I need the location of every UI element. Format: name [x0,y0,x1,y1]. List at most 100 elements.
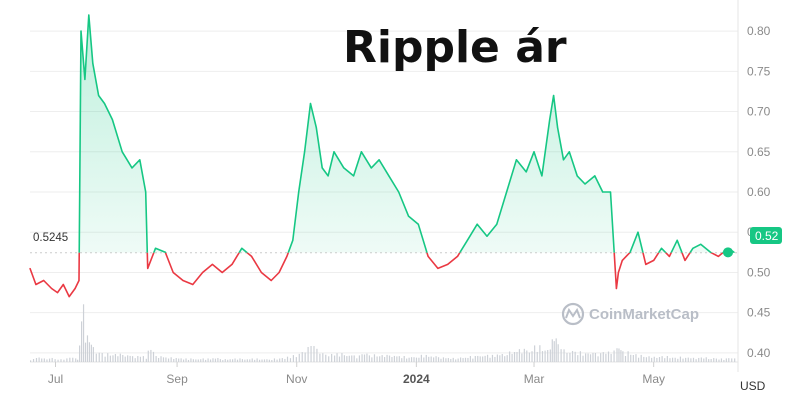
volume-bar [484,355,486,362]
data-point [201,271,204,274]
data-point [637,231,639,233]
volume-bar [661,356,663,362]
volume-bar [129,355,131,362]
volume-bar [674,357,676,362]
volume-bar [180,358,182,362]
volume-bar [708,359,710,362]
volume-bar [627,351,629,362]
data-point [309,102,312,105]
volume-bar [165,357,167,362]
volume-bar [30,360,32,362]
volume-bar [715,358,717,362]
volume-bar [457,358,459,362]
volume-bar [261,359,263,362]
data-point [505,191,508,193]
volume-bar [698,357,700,362]
volume-bar [700,357,702,362]
volume-bar [338,356,341,362]
y-tick-label: 0.70 [747,105,771,119]
data-point [533,151,535,153]
volume-bar [703,358,705,362]
data-point [35,283,37,286]
volume-bar [516,352,518,362]
data-point [609,191,612,193]
volume-bar [304,352,306,362]
data-point [525,171,527,173]
volume-bar [134,358,136,362]
volume-bar [605,353,607,362]
data-point [556,127,559,129]
volume-bar [610,353,612,362]
volume-bar [440,358,442,362]
volume-bar [182,359,185,362]
x-tick-label: Sep [166,372,188,386]
data-point [84,78,86,80]
volume-bar [637,357,640,362]
volume-bar [150,349,152,362]
volume-bar [433,357,435,362]
volume-bar [489,357,491,362]
volume-bar [479,356,481,362]
volume-bar [127,355,129,362]
data-point [553,94,555,97]
volume-bar [236,359,239,362]
volume-bar [202,358,204,362]
coinmarketcap-logo-icon [561,302,585,326]
volume-bar [316,348,318,362]
volume-bar [244,359,246,362]
volume-bar [209,359,212,362]
data-point [398,191,400,193]
y-tick-label: 0.80 [747,24,771,38]
volume-bar [577,355,579,362]
volume-bar [268,359,270,362]
volume-bar [104,356,106,362]
volume-bar [560,349,562,362]
volume-bar [284,358,286,362]
volume-bar [328,356,330,362]
volume-bar [391,357,393,362]
data-point [131,167,133,169]
volume-bar [526,350,528,362]
volume-bar [594,353,597,362]
data-point [121,151,123,153]
volume-bar [613,350,615,362]
volume-bar [406,358,408,362]
volume-bar [234,358,236,362]
data-point [88,14,90,16]
data-point [333,151,335,153]
data-point [98,94,100,97]
volume-bar [664,358,666,362]
volume-bar [459,357,462,362]
volume-bar [528,352,531,362]
volume-bar [467,357,469,362]
data-point [562,159,565,161]
volume-bar [618,348,620,362]
volume-bar [60,359,62,362]
data-point [549,118,551,121]
currency-unit: USD [740,379,766,393]
volume-bar [48,358,51,362]
volume-bar [214,358,217,362]
volume-bar [553,341,555,362]
data-point [456,255,459,257]
volume-bar [263,359,266,362]
data-point [684,259,686,261]
volume-bar [109,355,111,362]
volume-bar [521,353,523,362]
volume-bar [728,358,730,362]
data-point [700,243,702,245]
price-area-fill [30,15,735,253]
volume-bar [41,358,43,362]
volume-bar [589,354,592,362]
volume-bar [145,358,147,362]
volume-bar [301,352,303,362]
volume-bar [254,359,256,362]
volume-bar [361,354,363,362]
volume-bar [653,356,655,362]
volume-bar [173,358,175,362]
watermark: CoinMarketCap [561,302,699,326]
volume-bar [445,358,447,362]
x-tick-label: Nov [286,372,307,386]
volume-bar [137,356,139,362]
